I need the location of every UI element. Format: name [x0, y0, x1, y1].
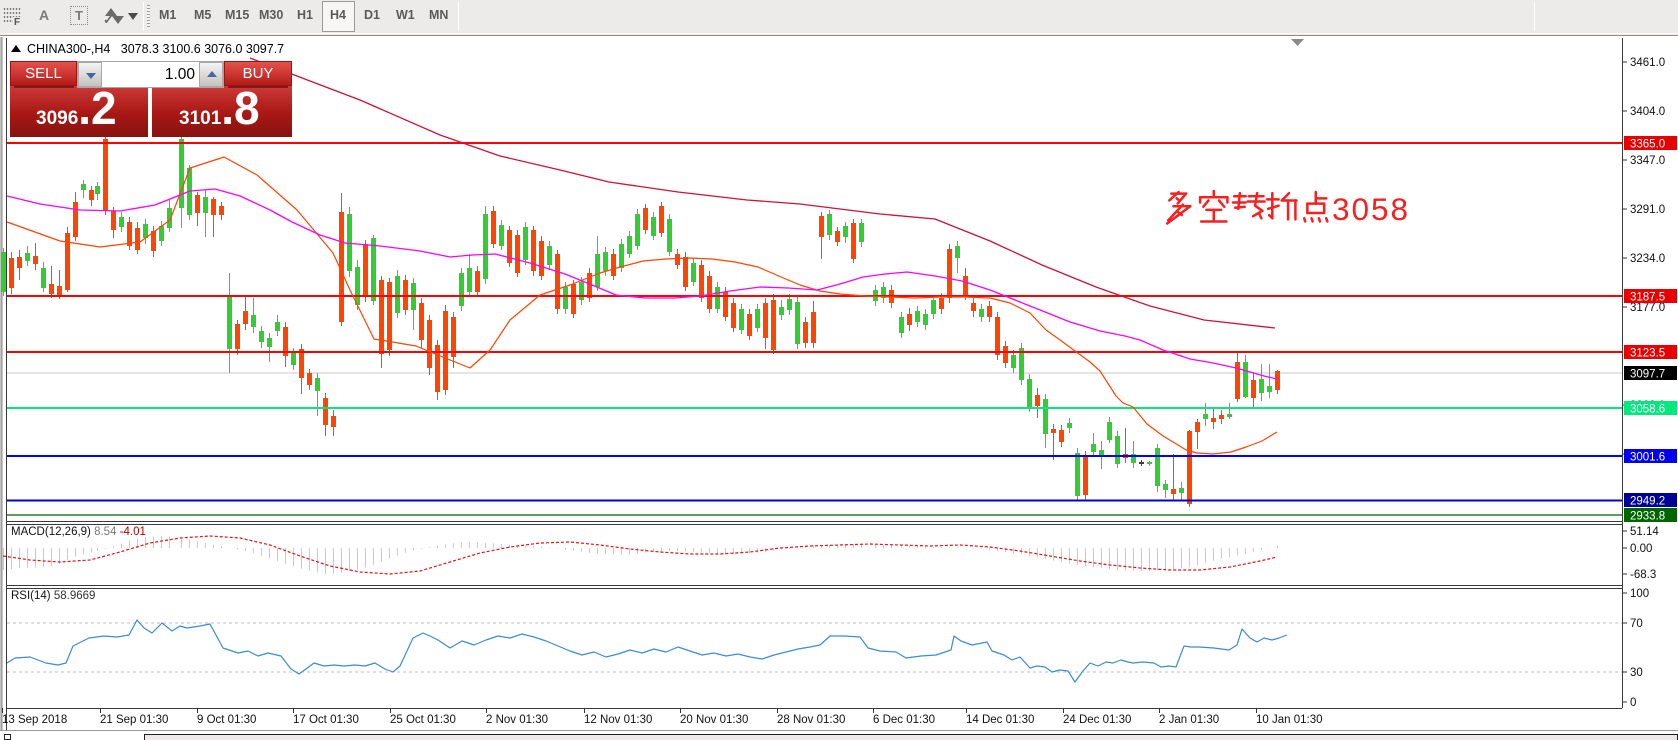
- svg-text:3291.0: 3291.0: [1630, 204, 1665, 216]
- svg-text:-68.3: -68.3: [1630, 569, 1656, 581]
- svg-text:2949.2: 2949.2: [1630, 496, 1665, 508]
- svg-text:3404.0: 3404.0: [1630, 106, 1665, 118]
- svg-text:28 Nov 01:30: 28 Nov 01:30: [777, 714, 845, 726]
- svg-text:6 Dec 01:30: 6 Dec 01:30: [873, 714, 935, 726]
- svg-text:25 Oct 01:30: 25 Oct 01:30: [390, 714, 456, 726]
- svg-text:3058: 3058: [1332, 191, 1410, 227]
- svg-text:12 Nov 01:30: 12 Nov 01:30: [584, 714, 652, 726]
- svg-text:3058.6: 3058.6: [1630, 404, 1665, 416]
- svg-text:20 Nov 01:30: 20 Nov 01:30: [680, 714, 748, 726]
- svg-text:0: 0: [1630, 697, 1636, 709]
- svg-text:30: 30: [1630, 667, 1643, 679]
- svg-text:9 Oct 01:30: 9 Oct 01:30: [197, 714, 256, 726]
- svg-text:24 Dec 01:30: 24 Dec 01:30: [1063, 714, 1131, 726]
- svg-text:3187.5: 3187.5: [1630, 292, 1665, 304]
- svg-text:51.14: 51.14: [1630, 526, 1659, 538]
- svg-text:3365.0: 3365.0: [1630, 139, 1665, 151]
- svg-text:100: 100: [1630, 588, 1649, 600]
- svg-text:3177.0: 3177.0: [1630, 302, 1665, 314]
- svg-text:10 Jan 01:30: 10 Jan 01:30: [1256, 714, 1323, 726]
- svg-text:2 Nov 01:30: 2 Nov 01:30: [486, 714, 548, 726]
- svg-text:3461.0: 3461.0: [1630, 57, 1665, 69]
- svg-text:13 Sep 2018: 13 Sep 2018: [2, 714, 67, 726]
- svg-text:21 Sep 01:30: 21 Sep 01:30: [100, 714, 168, 726]
- svg-text:70: 70: [1630, 618, 1643, 630]
- svg-text:3234.0: 3234.0: [1630, 253, 1665, 265]
- svg-text:3347.0: 3347.0: [1630, 155, 1665, 167]
- svg-text:3097.7: 3097.7: [1630, 369, 1665, 381]
- svg-text:2 Jan 01:30: 2 Jan 01:30: [1159, 714, 1219, 726]
- svg-text:17 Oct 01:30: 17 Oct 01:30: [293, 714, 359, 726]
- svg-text:3123.5: 3123.5: [1630, 348, 1665, 360]
- svg-text:2933.8: 2933.8: [1630, 511, 1665, 523]
- svg-text:14 Dec 01:30: 14 Dec 01:30: [966, 714, 1034, 726]
- svg-text:0.00: 0.00: [1630, 543, 1652, 555]
- svg-text:3001.6: 3001.6: [1630, 452, 1665, 464]
